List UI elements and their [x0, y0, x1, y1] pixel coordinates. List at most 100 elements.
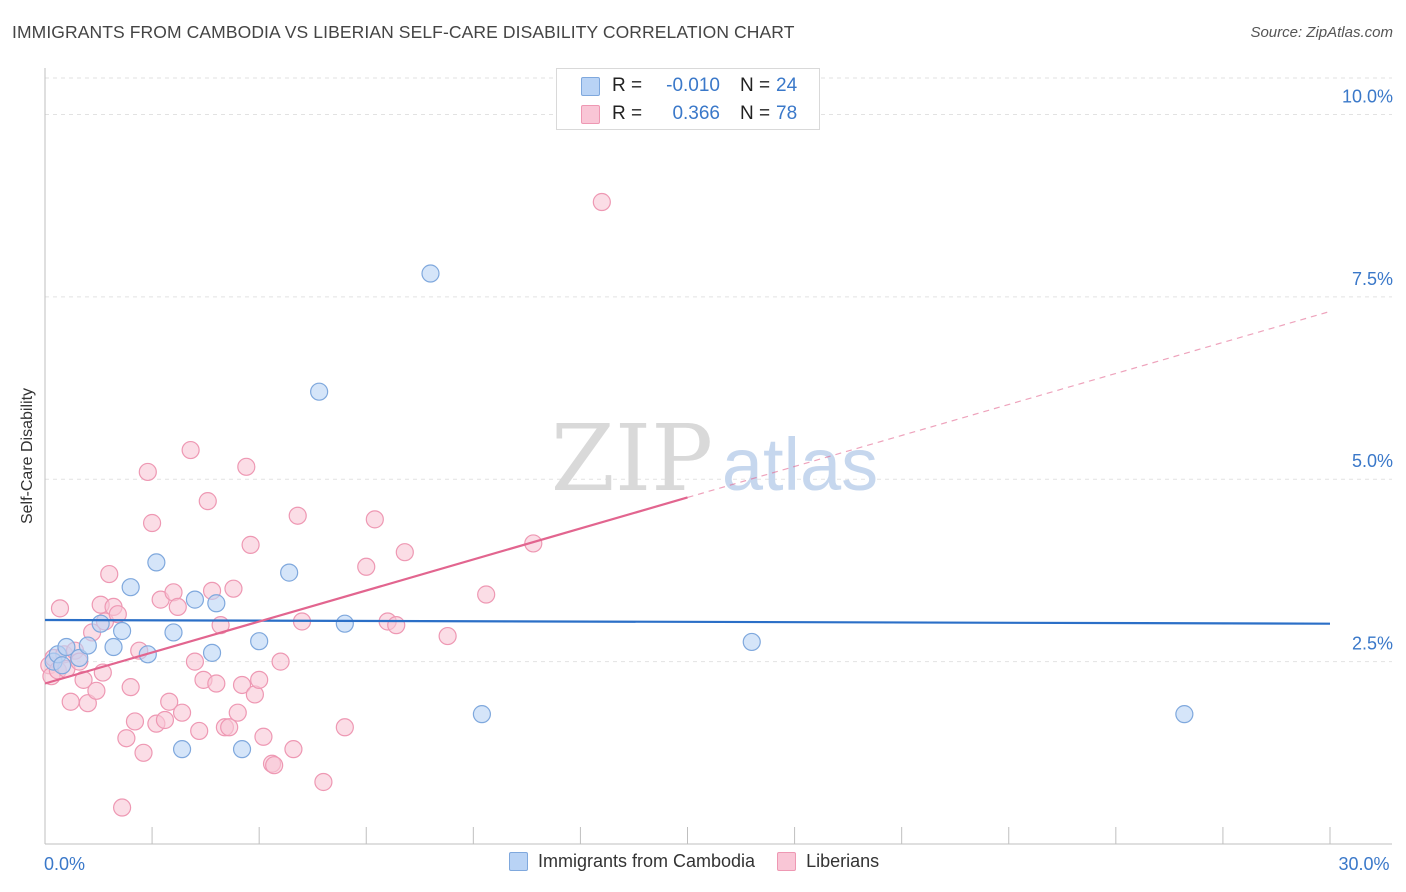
liberian-point: [524, 534, 543, 553]
liberian-point: [121, 678, 140, 697]
liberian-trend-line-extension: [687, 310, 1331, 499]
cambodia-point: [104, 637, 123, 657]
liberian-point: [314, 772, 333, 792]
liberian-point: [134, 743, 153, 762]
liberian-point: [438, 626, 457, 646]
liberian-point: [241, 535, 260, 554]
liberian-point: [198, 492, 217, 511]
liberian-point: [172, 703, 192, 722]
cambodia-point: [57, 637, 76, 657]
liberian-point: [232, 675, 252, 695]
legend-item-cambodia[interactable]: Immigrants from Cambodia: [509, 851, 755, 872]
liberian-point: [117, 729, 136, 748]
cambodia-point: [164, 623, 183, 642]
liberian-point: [138, 462, 157, 482]
liberian-point: [220, 718, 239, 737]
n-label: N =: [740, 75, 771, 96]
liberian-point: [190, 721, 209, 741]
liberian-point: [395, 543, 414, 562]
cambodia-point: [202, 643, 222, 662]
cambodia-trend-line: [44, 618, 1331, 625]
liberian-point: [228, 703, 247, 722]
liberian-point: [125, 712, 145, 731]
liberian-point: [108, 605, 127, 624]
cambodia-point: [472, 705, 491, 724]
x-tick-label: 0.0%: [44, 854, 85, 874]
liberian-trend-line: [44, 496, 688, 685]
stats-row-cambodia: R = -0.010 N = 24: [581, 73, 797, 99]
watermark-zip: ZIP: [551, 405, 713, 512]
liberian-point: [254, 727, 273, 746]
cambodia-point: [742, 632, 761, 652]
liberian-point: [142, 513, 162, 533]
cambodia-point: [78, 636, 97, 655]
cambodia-point: [70, 648, 89, 668]
cambodia-point: [421, 264, 440, 283]
n-value: 24: [776, 75, 798, 96]
liberian-point: [387, 616, 406, 635]
y-tick-label: 7.5%: [1352, 269, 1393, 289]
r-value: -0.010: [666, 75, 720, 96]
liberians-points: [40, 192, 611, 817]
cambodia-point: [232, 740, 252, 759]
cambodia-point: [172, 740, 192, 759]
liberian-point: [168, 597, 187, 617]
trend-lines: [44, 310, 1331, 685]
liberian-point: [265, 756, 284, 775]
liberian-point: [237, 457, 256, 476]
liberian-point: [477, 585, 496, 604]
r-value: 0.366: [672, 103, 720, 124]
cambodia-point: [335, 614, 354, 633]
liberian-point: [100, 564, 119, 584]
liberian-point: [155, 710, 175, 730]
legend-item-liberians[interactable]: Liberians: [777, 851, 879, 872]
liberian-point: [61, 692, 80, 711]
y-tick-label: 2.5%: [1352, 634, 1393, 654]
r-label: R =: [612, 103, 643, 124]
liberian-point: [357, 557, 376, 576]
n-value: 78: [776, 103, 798, 124]
stats-legend-box: R = -0.010 N = 24 R = 0.366 N = 78: [556, 68, 820, 130]
y-tick-label: 5.0%: [1352, 451, 1393, 471]
cambodia-legend-swatch: [509, 852, 528, 871]
bottom-legend: Immigrants from Cambodia Liberians: [509, 851, 879, 872]
liberian-point: [365, 510, 384, 529]
cambodia-point: [91, 614, 110, 633]
cambodia-point: [207, 594, 226, 613]
liberians-swatch: [581, 104, 600, 124]
legend-label-liberians: Liberians: [806, 851, 880, 871]
liberian-point: [288, 506, 307, 525]
legend-label-cambodia: Immigrants from Cambodia: [538, 851, 756, 871]
cambodia-point: [147, 553, 166, 572]
stats-row-liberians: R = 0.366 N = 78: [581, 101, 797, 127]
liberian-point: [181, 440, 200, 460]
tick-labels: 2.5% 5.0% 7.5% 10.0% 0.0% 30.0%: [44, 86, 1393, 874]
cambodia-point: [280, 563, 299, 582]
r-label: R =: [612, 75, 643, 96]
liberian-point: [335, 718, 354, 737]
cambodia-point: [250, 632, 269, 651]
liberian-point: [207, 674, 226, 693]
y-tick-label: 10.0%: [1342, 86, 1393, 106]
liberian-point: [592, 192, 611, 212]
liberian-point: [271, 652, 290, 671]
cambodia-point: [310, 382, 329, 401]
liberians-legend-swatch: [777, 852, 797, 871]
axes: [44, 68, 1392, 845]
n-label: N =: [740, 103, 771, 124]
watermark-atlas: atlas: [722, 423, 878, 506]
liberian-point: [284, 740, 303, 759]
liberian-point: [50, 599, 70, 618]
cambodia-point: [1175, 705, 1194, 724]
liberian-point: [160, 692, 179, 711]
liberian-point: [250, 670, 269, 689]
liberian-point: [185, 652, 205, 671]
cambodia-point: [185, 590, 205, 609]
gridlines: [45, 77, 1392, 663]
cambodia-swatch: [581, 76, 600, 96]
chart-title: IMMIGRANTS FROM CAMBODIA VS LIBERIAN SEL…: [12, 22, 795, 42]
liberian-point: [224, 579, 243, 598]
source-credit: Source: ZipAtlas.com: [1250, 24, 1393, 41]
cambodia-point: [53, 656, 72, 675]
